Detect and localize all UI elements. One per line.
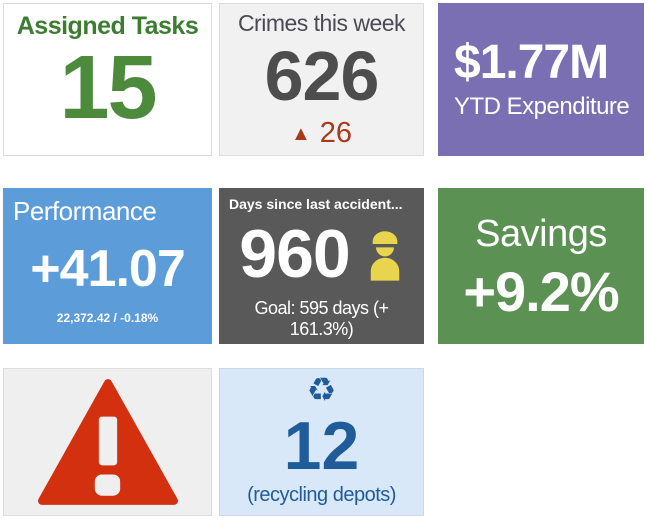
- crimes-card: Crimes this week 626 ▲ 26: [219, 3, 424, 156]
- worker-icon: [366, 227, 404, 281]
- ytd-expenditure-value: $1.77M: [454, 36, 609, 90]
- crimes-title: Crimes this week: [237, 10, 406, 36]
- accident-days-row: 960: [229, 220, 414, 288]
- assigned-tasks-value: 15: [59, 38, 157, 138]
- accident-days-card: Days since last accident... 960 Goal: 59…: [219, 188, 424, 344]
- crimes-value: 626: [264, 37, 380, 115]
- savings-value: +9.2%: [463, 259, 619, 323]
- crimes-delta: ▲ 26: [291, 119, 352, 148]
- assigned-tasks-title: Assigned Tasks: [16, 12, 199, 40]
- assigned-tasks-card: Assigned Tasks 15: [3, 3, 212, 156]
- up-triangle-icon: ▲: [290, 122, 311, 145]
- warning-triangle-icon: [37, 378, 179, 506]
- savings-card: Savings +9.2%: [438, 188, 644, 344]
- accident-days-goal: Goal: 595 days (+ 161.3%): [254, 298, 389, 339]
- performance-detail: 22,372.42 / -0.18%: [56, 311, 159, 325]
- accident-days-value: 960: [239, 216, 350, 292]
- recycle-icon: ♻: [306, 370, 337, 409]
- crimes-delta-value: 26: [319, 117, 353, 149]
- performance-value: +41.07: [30, 240, 186, 298]
- recycling-card: ♻ 12 (recycling depots): [219, 368, 424, 516]
- recycling-label: (recycling depots): [247, 484, 396, 507]
- alert-card: [3, 368, 212, 516]
- recycling-value: 12: [283, 408, 360, 485]
- performance-title: Performance: [13, 196, 157, 226]
- accident-days-title: Days since last accident...: [229, 196, 403, 212]
- ytd-expenditure-label: YTD Expenditure: [454, 92, 630, 120]
- performance-card: Performance +41.07 22,372.42 / -0.18%: [3, 188, 212, 344]
- ytd-expenditure-card: $1.77M YTD Expenditure: [438, 3, 644, 156]
- savings-title: Savings: [475, 212, 607, 255]
